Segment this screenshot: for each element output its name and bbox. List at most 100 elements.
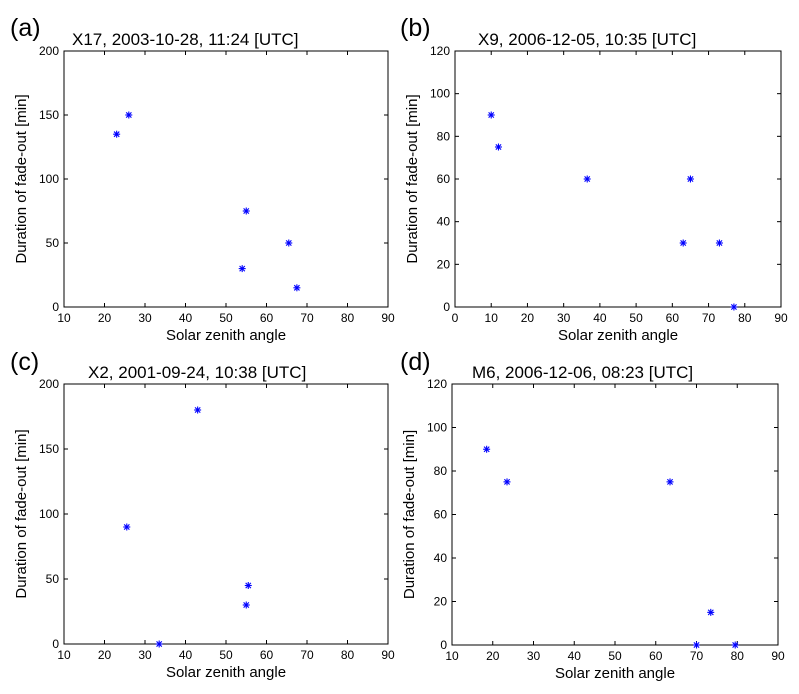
data-point: [238, 265, 246, 273]
data-point: [494, 143, 502, 151]
x-tick-label: 70: [300, 311, 314, 325]
x-tick-label: 30: [557, 311, 571, 325]
x-tick-label: 90: [381, 648, 395, 662]
y-tick-label: 100: [39, 507, 59, 521]
chart-title: M6, 2006-12-06, 08:23 [UTC]: [472, 363, 693, 382]
y-tick-label: 150: [39, 108, 59, 122]
data-point: [242, 207, 250, 215]
y-tick-label: 50: [46, 236, 60, 250]
data-point: [730, 303, 738, 311]
chart-title: X2, 2001-09-24, 10:38 [UTC]: [88, 363, 306, 382]
data-point: [123, 523, 131, 531]
data-point: [707, 608, 715, 616]
x-tick-label: 60: [260, 311, 274, 325]
x-tick-label: 50: [219, 648, 233, 662]
plot-frame: [451, 383, 779, 646]
x-tick-label: 10: [57, 648, 71, 662]
data-point: [583, 175, 591, 183]
x-tick-label: 30: [138, 311, 152, 325]
data-point: [483, 445, 491, 453]
panel-label: (d): [400, 348, 431, 376]
data-point: [731, 641, 739, 649]
y-axis-label: Duration of fade-out [min]: [13, 429, 30, 598]
x-tick-label: 20: [98, 648, 112, 662]
y-axis-label: Duration of fade-out [min]: [404, 94, 421, 263]
x-tick-label: 40: [593, 311, 607, 325]
x-tick-label: 50: [608, 649, 622, 663]
x-tick-label: 10: [445, 649, 459, 663]
plot-frame: [454, 50, 782, 308]
x-tick-label: 50: [219, 311, 233, 325]
chart-title: X9, 2006-12-05, 10:35 [UTC]: [478, 30, 696, 49]
data-point: [487, 111, 495, 119]
x-tick-label: 20: [98, 311, 112, 325]
y-tick-label: 50: [46, 572, 60, 586]
y-tick-label: 60: [437, 172, 451, 186]
y-tick-label: 100: [39, 172, 59, 186]
x-tick-label: 70: [702, 311, 716, 325]
x-tick-label: 80: [738, 311, 752, 325]
data-point: [155, 640, 163, 648]
data-point: [113, 130, 121, 138]
x-tick-label: 20: [486, 649, 500, 663]
y-axis-label: Duration of fade-out [min]: [401, 430, 418, 599]
x-tick-label: 60: [666, 311, 680, 325]
x-axis-label: Solar zenith angle: [555, 665, 675, 682]
panel-label: (c): [10, 348, 39, 376]
x-tick-label: 30: [138, 648, 152, 662]
x-tick-label: 90: [381, 311, 395, 325]
panel-b: (b) X9, 2006-12-05, 10:35 [UTC] 0 10 20 30 40 5…: [400, 14, 788, 344]
y-tick-label: 80: [437, 129, 451, 143]
x-tick-label: 90: [774, 311, 788, 325]
x-tick-label: 40: [179, 648, 193, 662]
data-point: [715, 239, 723, 247]
data-point: [293, 284, 301, 292]
panel-a: (a) X17, 2003-10-28, 11:24 [UTC] 10 20 30 40 5…: [10, 14, 395, 344]
x-tick-label: 40: [568, 649, 582, 663]
y-tick-label: 200: [39, 377, 59, 391]
x-tick-label: 70: [300, 648, 314, 662]
plot-frame: [63, 383, 389, 645]
x-axis-label: Solar zenith angle: [558, 327, 678, 344]
y-tick-label: 200: [39, 44, 59, 58]
y-tick-label: 100: [427, 421, 447, 435]
data-point: [693, 641, 700, 649]
y-tick-label: 20: [434, 595, 448, 609]
data-point: [679, 239, 687, 247]
y-tick-label: 120: [430, 44, 450, 58]
data-point: [666, 478, 674, 486]
x-tick-label: 80: [341, 311, 355, 325]
x-tick-label: 30: [527, 649, 541, 663]
x-tick-label: 10: [485, 311, 499, 325]
x-tick-label: 0: [452, 311, 459, 325]
y-tick-label: 80: [434, 464, 448, 478]
chart-title: X17, 2003-10-28, 11:24 [UTC]: [72, 30, 299, 49]
y-tick-label: 60: [434, 508, 448, 522]
y-tick-label: 0: [52, 300, 59, 314]
y-tick-label: 40: [437, 215, 451, 229]
x-tick-label: 90: [771, 649, 785, 663]
x-tick-label: 60: [649, 649, 663, 663]
x-tick-label: 60: [260, 648, 274, 662]
y-tick-label: 150: [39, 442, 59, 456]
y-axis-label: Duration of fade-out [min]: [13, 94, 30, 263]
y-tick-label: 0: [52, 637, 59, 651]
x-axis-label: Solar zenith angle: [166, 664, 286, 681]
x-axis-label: Solar zenith angle: [166, 327, 286, 344]
x-tick-label: 80: [341, 648, 355, 662]
data-point: [242, 601, 250, 609]
panel-label: (a): [10, 14, 41, 42]
panel-c: (c) X2, 2001-09-24, 10:38 [UTC] 10 20 30 40 50…: [10, 348, 395, 681]
x-tick-label: 10: [57, 311, 71, 325]
data-point: [125, 111, 133, 119]
y-tick-label: 0: [443, 300, 450, 314]
panel-label: (b): [400, 14, 431, 42]
data-point: [686, 175, 694, 183]
x-tick-label: 80: [731, 649, 745, 663]
x-tick-label: 20: [521, 311, 535, 325]
y-tick-label: 20: [437, 257, 451, 271]
y-tick-label: 0: [440, 638, 447, 652]
y-tick-label: 40: [434, 551, 448, 565]
panel-d: (d) M6, 2006-12-06, 08:23 [UTC] 10 20 30 40 50…: [400, 348, 785, 682]
data-point: [244, 582, 252, 589]
